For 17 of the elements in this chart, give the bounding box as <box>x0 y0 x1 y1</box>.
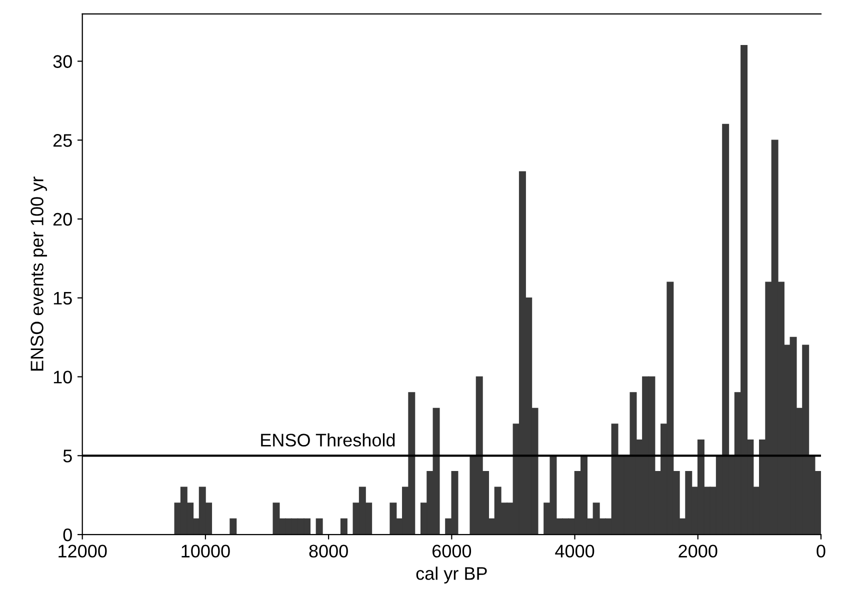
y-tick-label: 15 <box>54 292 72 305</box>
x-tick-label: 4000 <box>555 544 594 558</box>
y-tick-label: 5 <box>63 450 72 462</box>
x-tick-label: 8000 <box>309 544 348 558</box>
x-tick-label: 10000 <box>182 544 230 558</box>
x-axis-title: cal yr BP <box>416 566 487 584</box>
y-tick-label: 30 <box>53 55 72 68</box>
y-tick-label: 20 <box>53 212 72 226</box>
x-tick-label: 0 <box>816 544 826 558</box>
y-axis-title: ENSO events per 100 yr <box>30 176 47 371</box>
x-tick-label: 6000 <box>432 544 472 558</box>
y-tick-label: 25 <box>53 134 72 147</box>
ref-line-label: ENSO Threshold <box>261 433 395 447</box>
y-tick-label: 0 <box>63 528 72 542</box>
y-tick-label: 10 <box>54 370 72 384</box>
x-tick-label: 12000 <box>58 544 107 558</box>
x-tick-label: 2000 <box>678 544 718 558</box>
